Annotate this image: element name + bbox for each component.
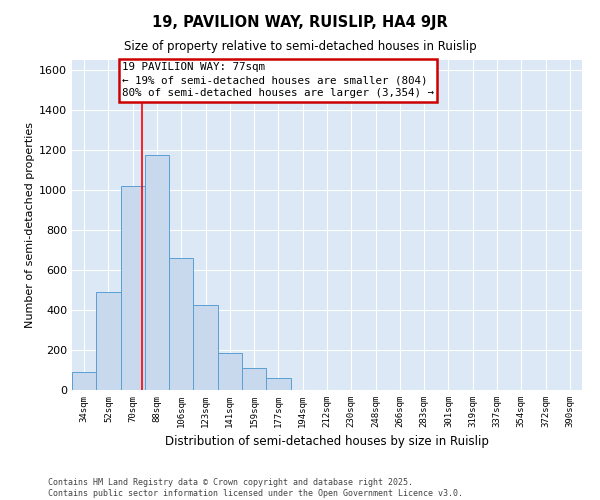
Bar — [266, 378, 290, 390]
Bar — [193, 305, 218, 390]
Bar — [242, 368, 266, 390]
Y-axis label: Number of semi-detached properties: Number of semi-detached properties — [25, 122, 35, 328]
Text: Contains HM Land Registry data © Crown copyright and database right 2025.
Contai: Contains HM Land Registry data © Crown c… — [48, 478, 463, 498]
Bar — [96, 292, 121, 390]
Bar — [169, 258, 193, 390]
Text: 19, PAVILION WAY, RUISLIP, HA4 9JR: 19, PAVILION WAY, RUISLIP, HA4 9JR — [152, 15, 448, 30]
X-axis label: Distribution of semi-detached houses by size in Ruislip: Distribution of semi-detached houses by … — [165, 436, 489, 448]
Bar — [218, 353, 242, 390]
Bar — [121, 186, 145, 390]
Text: Size of property relative to semi-detached houses in Ruislip: Size of property relative to semi-detach… — [124, 40, 476, 53]
Bar — [72, 372, 96, 390]
Bar — [145, 155, 169, 390]
Text: 19 PAVILION WAY: 77sqm
← 19% of semi-detached houses are smaller (804)
80% of se: 19 PAVILION WAY: 77sqm ← 19% of semi-det… — [122, 62, 434, 98]
